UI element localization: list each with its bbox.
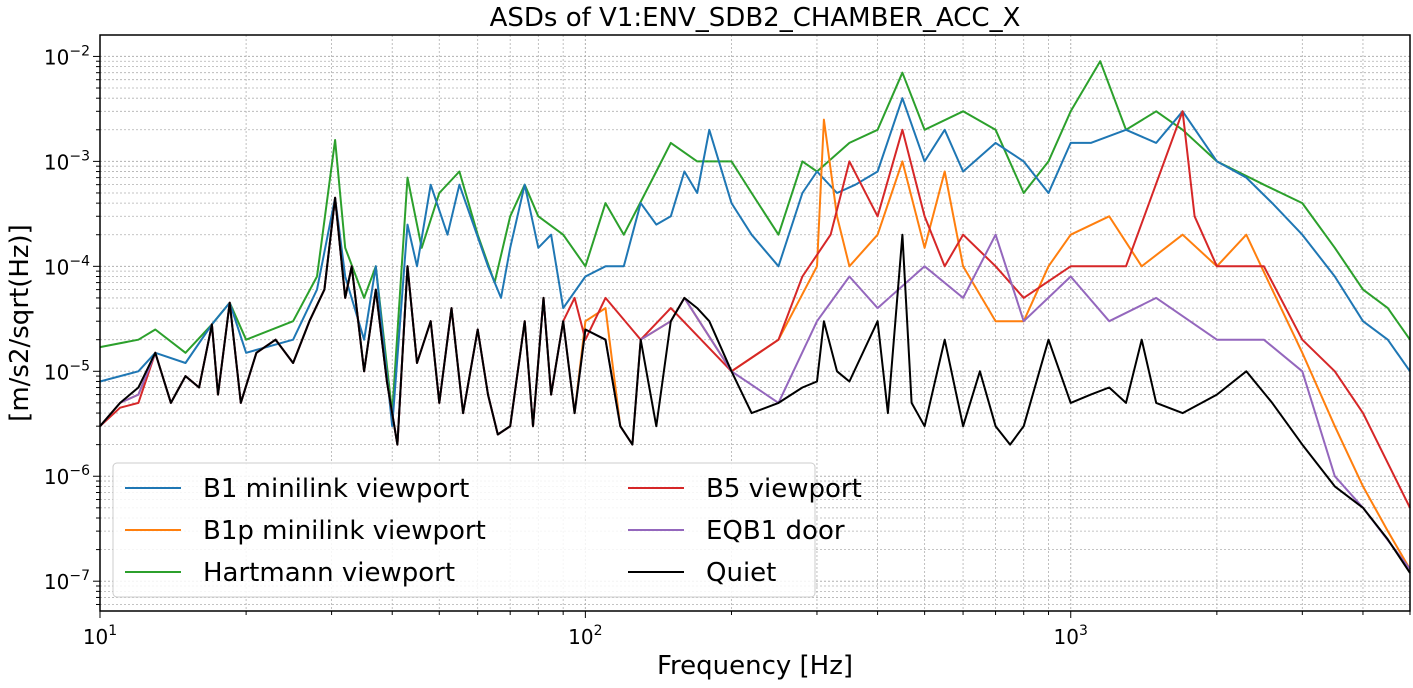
- series-line-hartmann-viewport: [99, 60, 1411, 415]
- y-tick-label: 10−7: [44, 568, 90, 594]
- legend-label: B1 minilink viewport: [203, 474, 469, 504]
- axis-ticks: 101 102 103 10−7 10−6 10−5 10−4 10−3 10−2: [44, 43, 1411, 649]
- series-line-b1-minilink-viewport: [99, 97, 1411, 428]
- legend-label: Quiet: [706, 558, 776, 588]
- y-tick-label: 10−2: [44, 43, 90, 69]
- series-line-quiet: [99, 196, 1411, 574]
- x-tick-label: 102: [568, 623, 602, 649]
- legend: B1 minilink viewport B1p minilink viewpor…: [112, 462, 862, 598]
- x-tick-label: 103: [1054, 623, 1088, 649]
- x-axis-label: Frequency [Hz]: [657, 651, 853, 681]
- y-tick-label: 10−6: [44, 463, 90, 489]
- legend-label: B1p minilink viewport: [203, 516, 486, 546]
- legend-label: Hartmann viewport: [203, 558, 455, 588]
- legend-label: EQB1 door: [706, 516, 845, 546]
- y-tick-label: 10−3: [44, 148, 90, 174]
- plot-frame: [99, 34, 1411, 612]
- y-axis-label: [m/s2/sqrt(Hz)]: [5, 224, 35, 422]
- y-tick-label: 10−5: [44, 358, 90, 384]
- series-line-b5-viewport: [99, 110, 1411, 509]
- chart-title: ASDs of V1:ENV_SDB2_CHAMBER_ACC_X: [490, 3, 1021, 33]
- legend-label: B5 viewport: [706, 474, 862, 504]
- legend-box: [112, 462, 816, 598]
- y-tick-label: 10−4: [44, 253, 90, 279]
- x-tick-label: 101: [83, 623, 117, 649]
- series-lines: [99, 60, 1411, 574]
